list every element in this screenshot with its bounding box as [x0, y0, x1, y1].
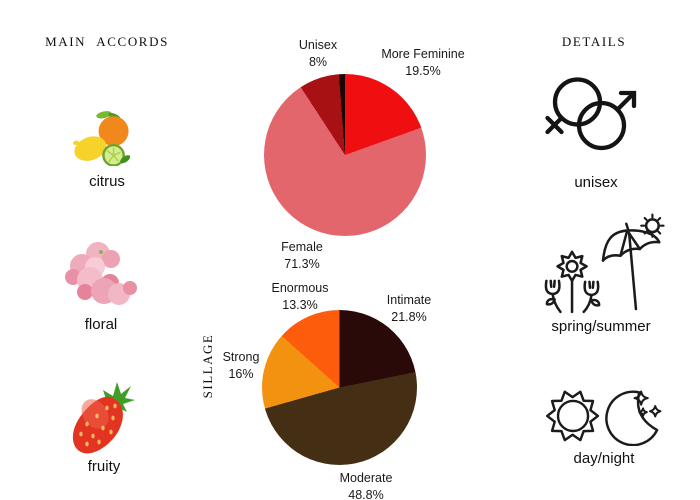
slice-pct: 8%: [308, 54, 328, 69]
spring-summer-icon: [544, 213, 665, 314]
accord-label-citrus: citrus: [89, 173, 125, 190]
strawberry-icon: [72, 382, 135, 454]
main-accords-title: MAIN ACCORDS: [45, 34, 169, 49]
sillage-label-enormous: Enormous 13.3%: [272, 280, 329, 313]
slice-name: Moderate: [339, 471, 393, 485]
gender-pie-chart: [264, 74, 426, 236]
sillage-label-intimate: Intimate 21.8%: [387, 292, 431, 325]
accord-label-fruity: fruity: [87, 458, 121, 475]
details-title: DETAILS: [561, 34, 627, 49]
slice-name: Enormous: [271, 281, 329, 295]
sillage-axis-label: SILLAGE: [200, 333, 215, 399]
slice-pct: 71.3%: [284, 256, 320, 271]
unisex-gender-icon: [545, 77, 637, 151]
accord-label-floral: floral: [84, 316, 118, 333]
gender-label-female: Female 71.3%: [281, 239, 323, 272]
gender-label-more-feminine: More Feminine 19.5%: [381, 46, 464, 79]
slice-pct: 21.8%: [391, 309, 427, 324]
slice-name: More Feminine: [381, 47, 465, 61]
gender-label-unisex: Unisex 8%: [299, 37, 337, 70]
slice-name: Strong: [222, 350, 260, 364]
slice-name: Intimate: [386, 293, 432, 307]
detail-label-spring-summer: spring/summer: [551, 318, 651, 335]
slice-pct: 19.5%: [405, 63, 441, 78]
slice-pct: 13.3%: [282, 297, 318, 312]
slice-name: Unisex: [298, 38, 338, 52]
slice-pct: 16%: [228, 366, 254, 381]
detail-label-day-night: day/night: [573, 450, 635, 467]
sillage-label-moderate: Moderate 48.8%: [340, 470, 393, 500]
slice-pct: 48.8%: [348, 487, 384, 500]
carnation-flower-icon: [65, 242, 137, 305]
detail-label-unisex: unisex: [574, 174, 618, 191]
slice-name: Female: [281, 240, 323, 254]
citrus-fruits-icon: [73, 111, 130, 166]
sillage-label-strong: Strong 16%: [223, 349, 260, 382]
day-night-icon: [545, 390, 662, 446]
sillage-pie-chart: [262, 310, 417, 465]
